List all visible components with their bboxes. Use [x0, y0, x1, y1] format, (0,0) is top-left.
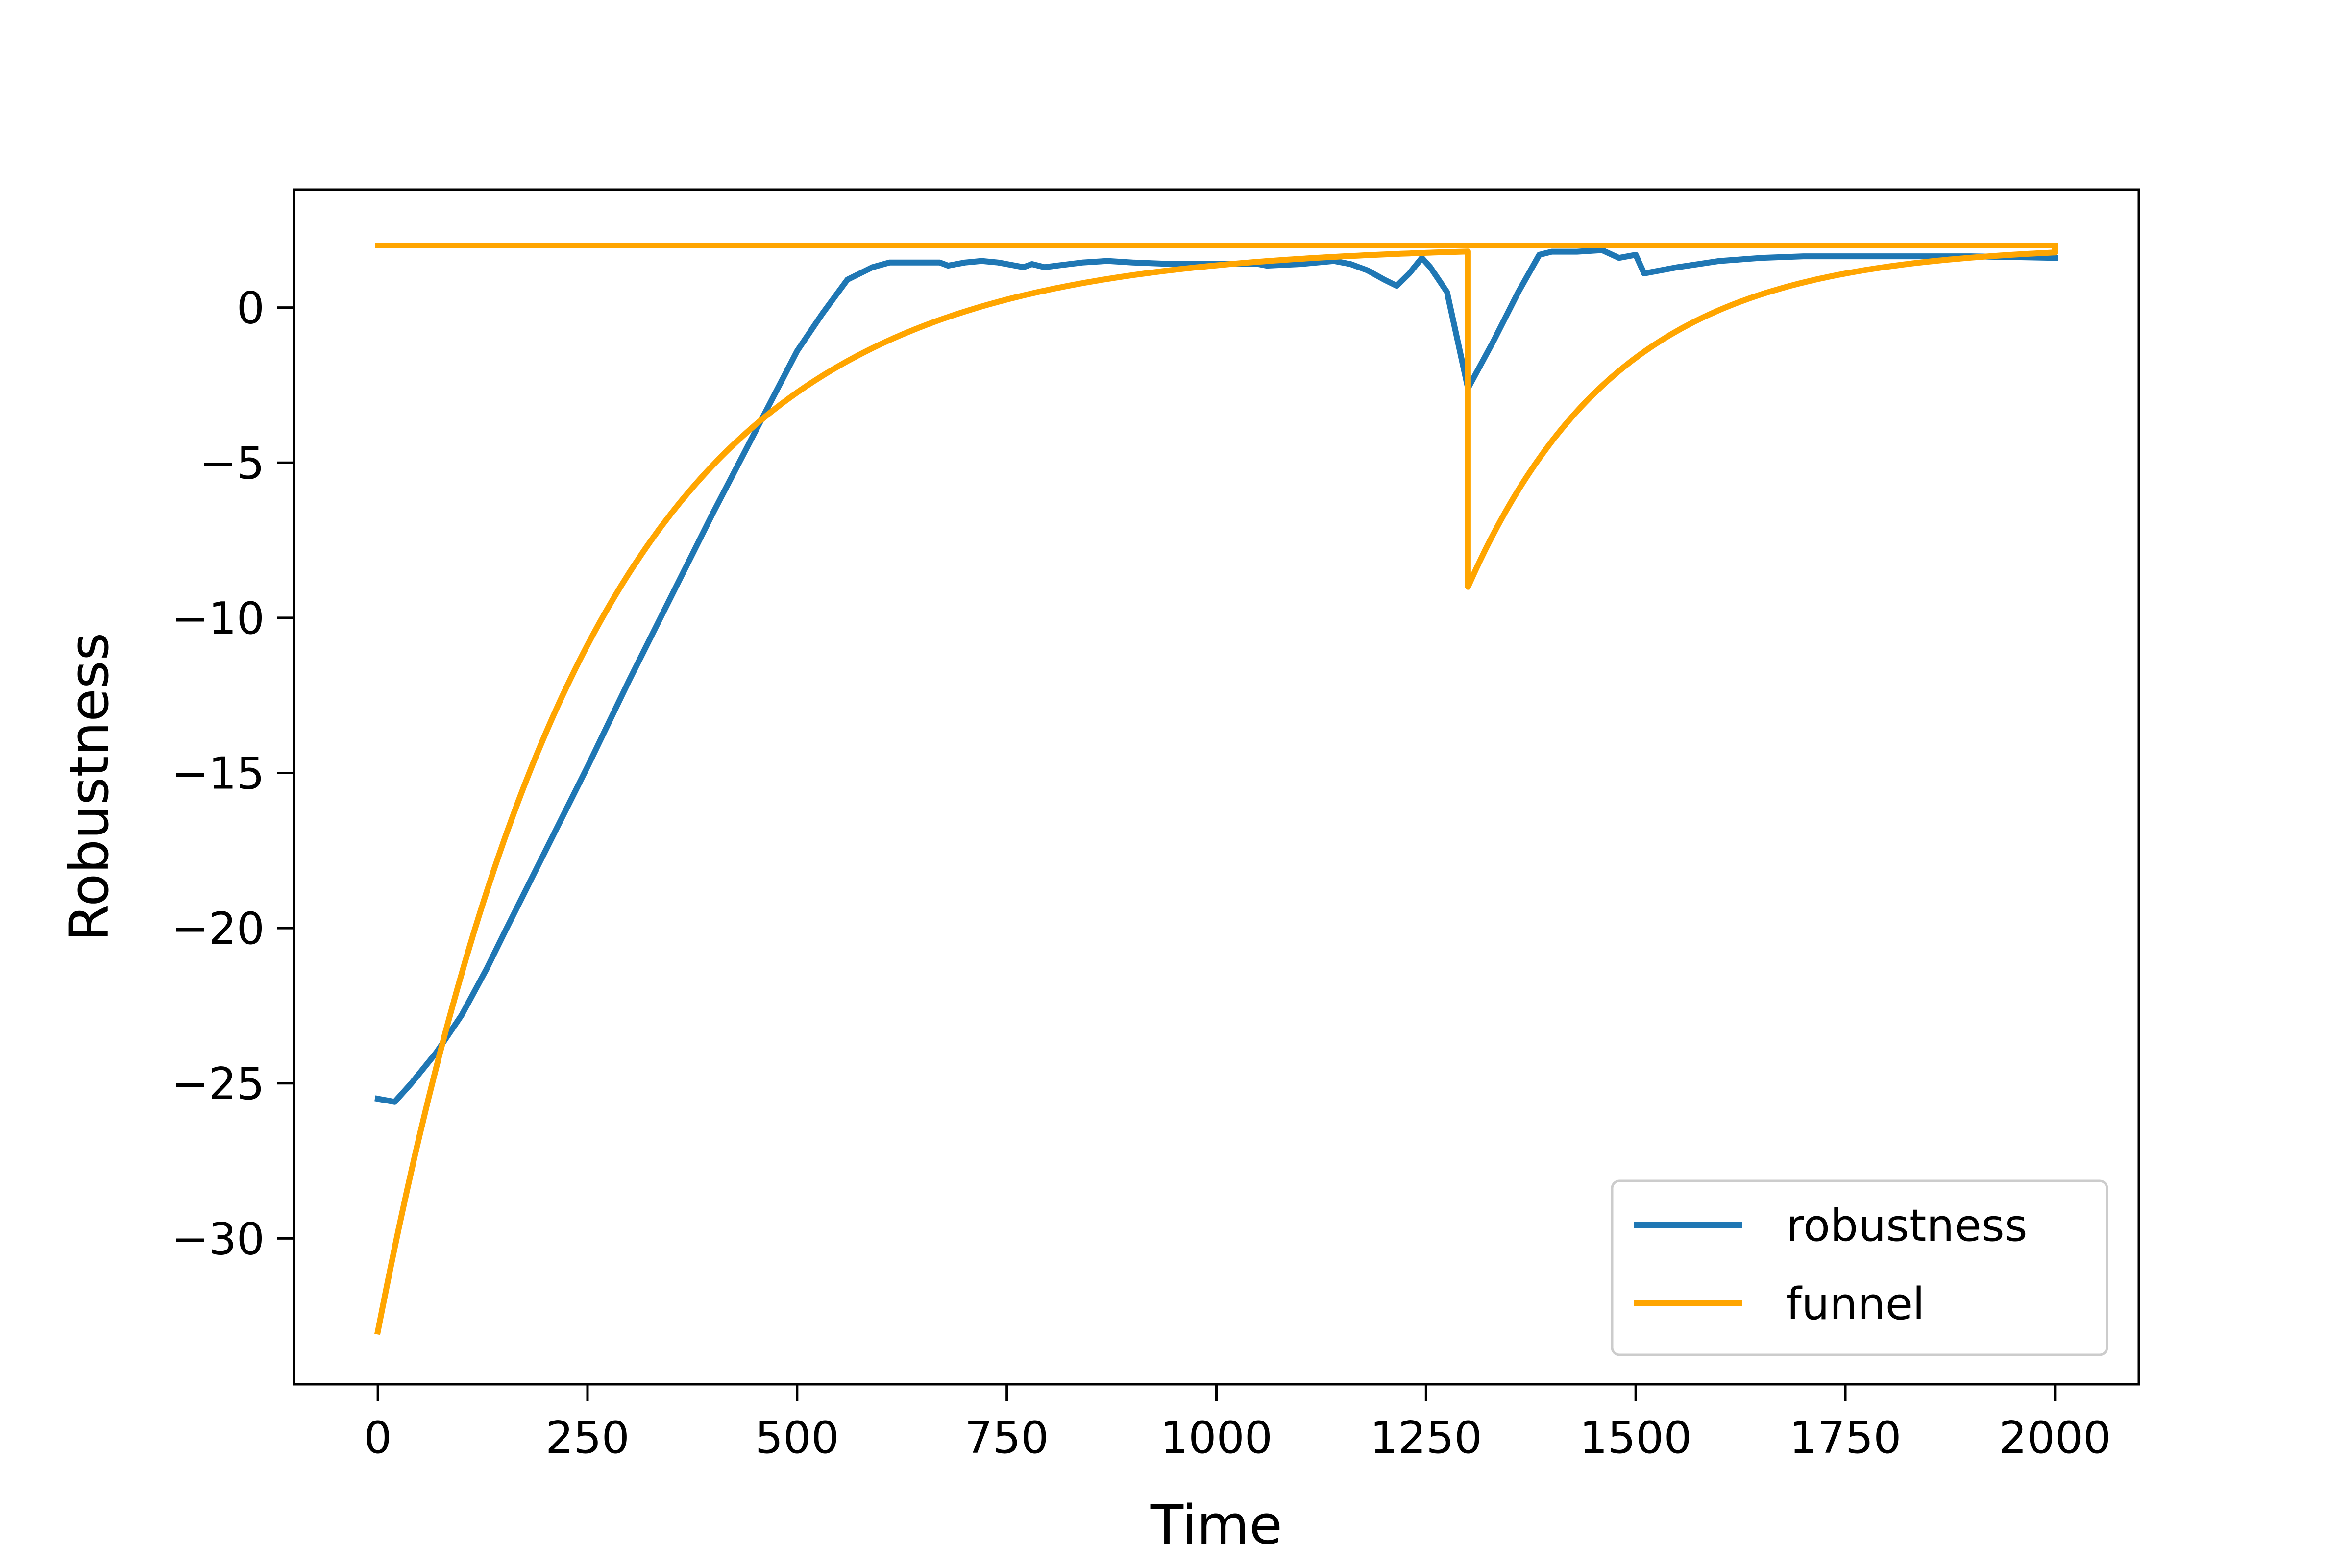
y-tick-label: −10	[172, 593, 265, 644]
x-tick-label: 0	[364, 1412, 392, 1464]
y-axis-title: Robustness	[58, 633, 121, 942]
x-tick-label: 500	[755, 1412, 839, 1464]
series-robustness-line	[374, 247, 2058, 1105]
series-funnel-line	[374, 242, 2058, 1335]
y-tick-label: −25	[172, 1058, 265, 1110]
y-tick-label: −30	[172, 1213, 265, 1265]
x-tick-label: 750	[965, 1412, 1049, 1464]
x-tick-label: 250	[545, 1412, 630, 1464]
x-axis-title: Time	[1150, 1494, 1282, 1556]
y-tick-label: −5	[199, 438, 265, 489]
x-axis: 0 250 500 750 1000 1250 1500 1750 2000	[364, 1384, 2111, 1464]
y-axis: 0 −5 −10 −15 −20 −25 −30	[172, 283, 294, 1265]
legend: robustness funnel	[1611, 1179, 2108, 1356]
legend-label-funnel: funnel	[1786, 1278, 1925, 1330]
plot-lines	[374, 242, 2058, 1335]
y-tick-label: −15	[172, 748, 265, 800]
x-tick-label: 1750	[1789, 1412, 1901, 1464]
x-tick-label: 1500	[1580, 1412, 1692, 1464]
x-tick-label: 1250	[1370, 1412, 1482, 1464]
x-tick-label: 2000	[1999, 1412, 2111, 1464]
legend-label-robustness: robustness	[1786, 1200, 2028, 1251]
y-tick-label: 0	[237, 283, 265, 334]
x-tick-label: 1000	[1160, 1412, 1273, 1464]
y-tick-label: −20	[172, 903, 265, 955]
